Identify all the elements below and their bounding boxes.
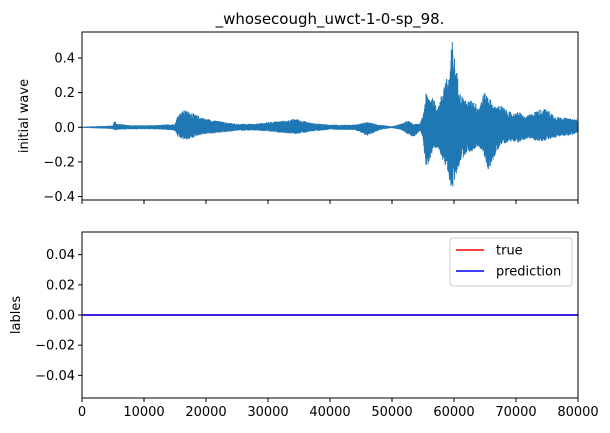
waveform-line bbox=[82, 42, 578, 187]
waveform-title: _whosecough_uwct-1-0-sp_98. bbox=[215, 10, 445, 29]
y-tick-label: 0.00 bbox=[46, 309, 75, 324]
x-tick-label: 40000 bbox=[309, 405, 350, 420]
labels-y-axis-label: lables bbox=[9, 296, 24, 334]
x-tick-label: 50000 bbox=[371, 405, 412, 420]
x-tick-label: 20000 bbox=[185, 405, 226, 420]
x-tick-label: 60000 bbox=[433, 405, 474, 420]
legend: true prediction bbox=[449, 237, 573, 287]
labels-y-ticks: −0.04 −0.02 0.00 0.02 0.04 bbox=[35, 248, 82, 384]
y-tick-label: 0.04 bbox=[46, 248, 75, 263]
y-tick-label: 0.4 bbox=[54, 51, 75, 66]
y-tick-label: −0.04 bbox=[35, 369, 75, 384]
x-tick-label: 0 bbox=[78, 405, 86, 420]
legend-label-true: true bbox=[496, 244, 523, 259]
legend-label-prediction: prediction bbox=[496, 265, 561, 280]
waveform-y-ticks: −0.4 −0.2 0.0 0.2 0.4 bbox=[43, 51, 82, 205]
labels-x-ticks: 0 10000 20000 30000 40000 50000 60000 70000 8000… bbox=[78, 398, 599, 420]
x-tick-label: 70000 bbox=[495, 405, 536, 420]
y-tick-label: 0.0 bbox=[54, 121, 75, 136]
y-tick-label: 0.02 bbox=[46, 278, 75, 293]
waveform-y-axis-label: initial wave bbox=[17, 79, 32, 153]
waveform-series bbox=[82, 42, 578, 187]
x-tick-label: 10000 bbox=[123, 405, 164, 420]
y-tick-label: −0.2 bbox=[43, 155, 75, 170]
y-tick-label: 0.2 bbox=[54, 86, 75, 101]
waveform-x-ticks bbox=[81, 200, 579, 204]
y-tick-label: −0.4 bbox=[43, 190, 75, 205]
y-tick-label: −0.02 bbox=[35, 339, 75, 354]
x-tick-label: 80000 bbox=[557, 405, 598, 420]
x-tick-label: 30000 bbox=[247, 405, 288, 420]
waveform-axes: −0.4 −0.2 0.0 0.2 0.4 _whosecough_uwct-1-0-s… bbox=[17, 10, 579, 205]
labels-axes: −0.04 −0.02 0.00 0.02 0.04 0 10000 20000 30000 4… bbox=[9, 231, 599, 420]
